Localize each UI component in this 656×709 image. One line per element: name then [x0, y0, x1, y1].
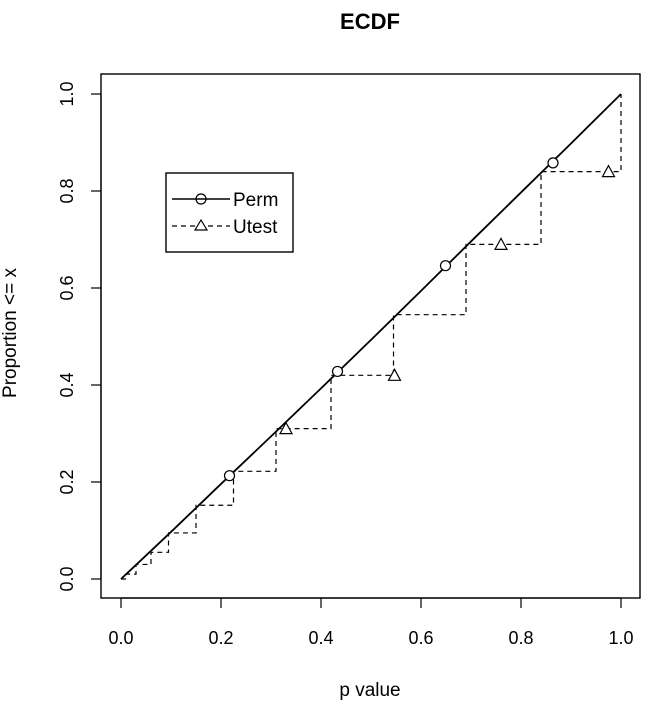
x-tick-label: 0.8: [508, 628, 533, 648]
legend-box: [165, 172, 294, 253]
x-tick-label: 0.0: [108, 628, 133, 648]
x-tick-label: 0.2: [208, 628, 233, 648]
utest-marker: [387, 368, 402, 381]
y-tick-label: 1.0: [57, 81, 77, 106]
y-tick-label: 0.0: [57, 566, 77, 591]
y-tick-label: 0.4: [57, 372, 77, 397]
y-tick-label: 0.2: [57, 469, 77, 494]
y-tick-label: 0.8: [57, 178, 77, 203]
y-axis: 0.0 0.2 0.4 0.6 0.8 1.0: [57, 81, 102, 592]
x-tick-label: 1.0: [608, 628, 633, 648]
y-axis-label: Proportion <= x: [0, 268, 21, 398]
perm-line: [120, 93, 622, 580]
utest-marker: [278, 421, 294, 435]
x-axis: 0.0 0.2 0.4 0.6 0.8 1.0: [108, 597, 634, 648]
legend-utest-marker: [193, 218, 209, 231]
legend-utest-label: Utest: [233, 217, 278, 238]
utest-marker: [601, 164, 616, 178]
series-layer: [120, 93, 622, 580]
perm-marker: [331, 365, 344, 378]
x-tick-label: 0.4: [308, 628, 333, 648]
utest-marker: [493, 237, 509, 250]
perm-marker: [547, 157, 559, 169]
legend-perm-marker: [195, 193, 207, 205]
perm-marker: [223, 470, 236, 482]
plot-box: [100, 73, 641, 599]
x-axis-label: p value: [339, 680, 400, 701]
y-tick-label: 0.6: [57, 275, 77, 300]
legend: Perm Utest: [165, 172, 294, 253]
perm-marker: [439, 260, 452, 272]
legend-perm-label: Perm: [233, 190, 278, 211]
x-tick-label: 0.6: [408, 628, 433, 648]
chart-title: ECDF: [340, 9, 400, 34]
